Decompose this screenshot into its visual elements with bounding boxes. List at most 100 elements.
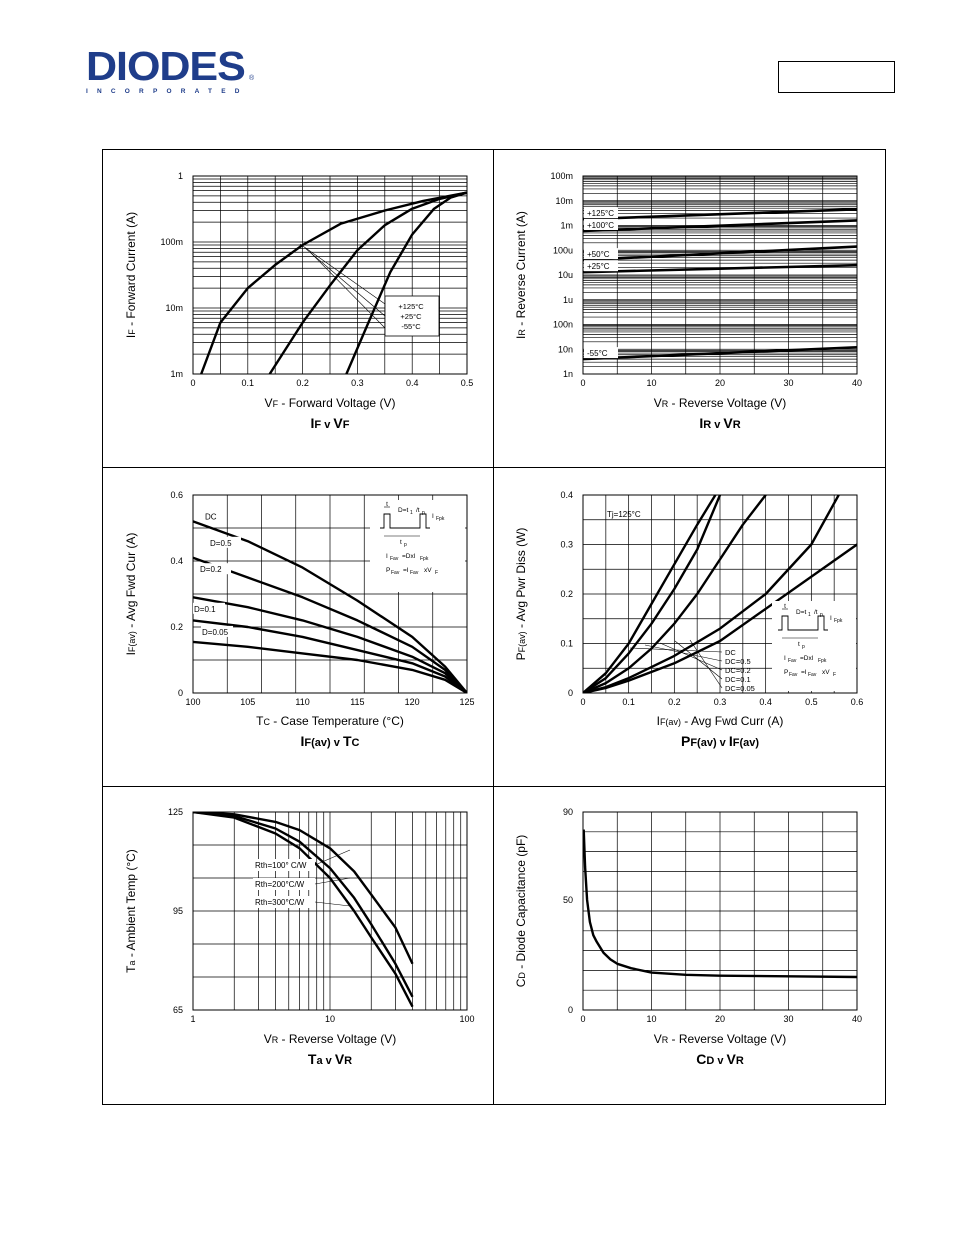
y-tick-label: 100m	[550, 171, 573, 181]
y-axis-title: IF(av) - Avg Fwd Cur (A)	[124, 533, 138, 656]
chart-title: IF v VF	[311, 415, 350, 431]
inset-t-label: t	[784, 603, 786, 610]
chart-title-part-1: F	[314, 419, 321, 431]
plot-frame	[192, 175, 468, 375]
x-axis-title-part-0: T	[256, 714, 264, 728]
legend-label: -55°C	[401, 322, 421, 331]
x-axis-title-part-1: C	[263, 717, 270, 727]
series-label: Rth=300°C/W	[255, 898, 305, 907]
series-group	[193, 520, 467, 693]
series-label: -55°C	[587, 349, 608, 358]
x-tick-label: 0.6	[851, 697, 864, 707]
series-label-bg	[199, 563, 231, 575]
y-axis-title-part-2: - Forward Current (A)	[124, 212, 138, 329]
series-line-1	[583, 495, 840, 693]
series-label: D=0.1	[194, 605, 216, 614]
chart-title-part-1: F(av)	[304, 737, 331, 749]
inset-ifpk-label: I	[432, 513, 434, 520]
legend-label: +125°C	[398, 302, 424, 311]
x-axis-title-part-0: V	[264, 1032, 272, 1046]
pulse-waveform-icon	[778, 615, 828, 631]
y-tick-label: 10m	[555, 196, 573, 206]
y-axis-title: IF - Forward Current (A)	[124, 212, 138, 338]
legend-label: DC=0.2	[725, 666, 751, 675]
x-axis-title-part-2: - Reverse Voltage (V)	[668, 396, 786, 410]
chart-title-part-2: v	[321, 419, 333, 431]
y-tick-label: 10n	[558, 344, 573, 354]
plot-frame	[582, 811, 858, 1011]
inset-eq1-sub2: Fpk	[818, 658, 827, 664]
x-axis-title-part-2: - Avg Fwd Curr (A)	[681, 714, 783, 728]
chart-title-part-0: P	[681, 733, 690, 749]
y-axis-title: PF(av) - Avg Pwr Diss (W)	[514, 528, 528, 661]
series-group	[193, 812, 414, 1008]
label-leader-line	[314, 849, 351, 866]
series-group	[200, 191, 467, 374]
inset-eq2-sub3: F	[435, 570, 438, 576]
y-axis-title-part-2: - Avg Fwd Cur (A)	[124, 533, 138, 631]
chart-title: PF(av) v IF(av)	[681, 733, 759, 749]
legend-label: DC=0.5	[725, 657, 751, 666]
inset-ifpk-sub: Fpk	[834, 618, 843, 624]
inset-eq1-sub: Fav	[390, 556, 399, 562]
plot-frame	[582, 175, 858, 375]
y-axis-title-part-0: C	[514, 978, 528, 987]
chart-title-part-3: V	[727, 1051, 737, 1067]
legend-leader-line	[674, 640, 723, 680]
inset-tp-label-sub: p	[802, 644, 805, 650]
x-tick-label: 0.4	[406, 378, 419, 388]
frame-row-divider-2	[102, 786, 886, 787]
inset-ifpk-label: I	[830, 615, 832, 622]
inset-eq2-rest: xV	[822, 669, 830, 676]
y-tick-label: 0	[568, 688, 573, 698]
logo-wordmark: DIODES	[86, 43, 246, 89]
legend-leader-line	[689, 639, 723, 689]
chart-title-part-4: C	[352, 737, 360, 749]
x-axis-title: VR - Reverse Voltage (V)	[264, 1032, 397, 1046]
x-tick-label: 100	[459, 1014, 474, 1024]
series-label: +125°C	[587, 209, 614, 218]
x-tick-label: 0.1	[622, 697, 635, 707]
inset-eq1-rest: =Dxl	[402, 553, 416, 560]
x-tick-label: 100	[185, 697, 200, 707]
legend-leader-line	[309, 251, 386, 329]
frame-center-divider	[493, 149, 494, 1105]
x-axis-title-part-2: - Reverse Voltage (V)	[278, 1032, 396, 1046]
diodes-logo: DIODES INCORPORATED ®	[86, 46, 256, 96]
x-tick-label: 0.2	[296, 378, 309, 388]
x-tick-label: 115	[350, 697, 364, 707]
series-label: D=0.05	[202, 628, 229, 637]
series-label-bg	[584, 260, 618, 272]
inset-t-label: t	[386, 501, 388, 508]
inset-duty-label: D=t	[398, 507, 408, 514]
legend-box	[384, 295, 440, 337]
chart-c4: 0 0.1 0.2 0.3 0.4 0.5 0.600.10.20.30.4PF(av) -…	[514, 490, 863, 749]
series-group	[583, 208, 857, 361]
y-tick-label: 100m	[160, 237, 183, 247]
inset-tp-label-sub: p	[404, 542, 407, 548]
inset-slash-t: /t	[814, 609, 818, 616]
series-line-4	[583, 346, 857, 361]
series-label: Rth=100° C/W	[255, 861, 307, 870]
logo-registered-mark: ®	[249, 75, 255, 82]
chart-title-part-0: I	[699, 415, 703, 431]
part-number-box	[778, 61, 895, 93]
x-tick-label: 40	[852, 378, 862, 388]
x-tick-label: 10	[646, 1014, 656, 1024]
series-line-1	[583, 219, 857, 233]
series-line-3	[583, 263, 857, 274]
chart-title: CD v VR	[696, 1051, 744, 1067]
x-tick-label: 0	[580, 697, 585, 707]
label-leader-line	[314, 877, 351, 885]
y-tick-label: 95	[173, 906, 183, 916]
chart-title-part-2: v	[717, 737, 729, 749]
x-tick-label: 110	[295, 697, 309, 707]
chart-title-part-1: D	[706, 1055, 714, 1067]
x-axis-title: VR - Reverse Voltage (V)	[654, 1032, 787, 1046]
charts-frame	[102, 149, 886, 1105]
series-label-bg	[584, 347, 618, 359]
chart-title-part-3: I	[729, 733, 733, 749]
y-axis-title-part-2: - Ambient Temp (°C)	[124, 849, 138, 960]
x-tick-label: 0.4	[759, 697, 772, 707]
